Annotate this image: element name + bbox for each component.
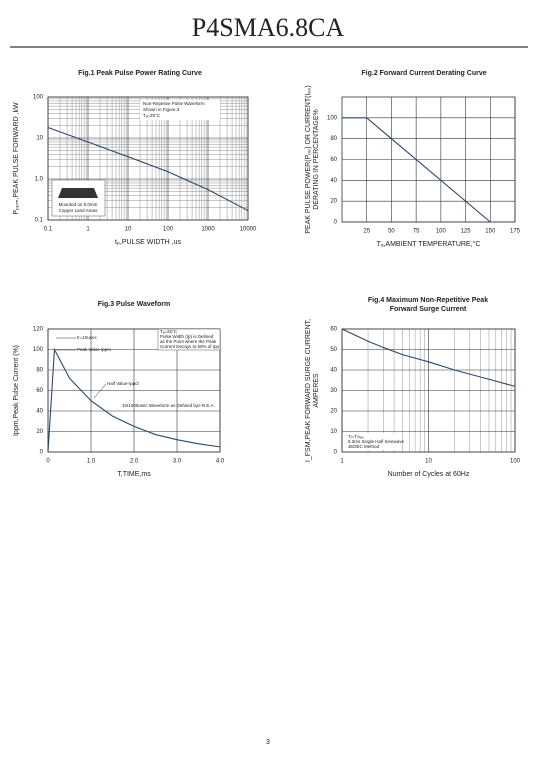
annotation: Tₐ=25°C xyxy=(160,329,178,334)
note-box xyxy=(140,100,220,120)
y-tick-label: 0 xyxy=(334,450,338,456)
x-tick-label: 1.0 xyxy=(87,459,96,465)
y-tick-label: 120 xyxy=(33,327,44,333)
x-axis-label: Tₐ,AMBIENT TEMPERATURE,°C xyxy=(377,240,481,248)
pad-icon xyxy=(58,188,98,198)
x-axis-label: T,TIME,ms xyxy=(117,471,151,478)
annotation: Tₐ=25°C xyxy=(143,113,161,118)
y-axis-label: AMPERES xyxy=(313,373,320,408)
y-tick-label: 80 xyxy=(330,136,337,142)
y-tick-label: 0.1 xyxy=(35,218,44,224)
chart-title: Forward Surge Current xyxy=(390,306,467,313)
curve xyxy=(47,347,221,453)
annotation: Pulse Width (tp) is Defined xyxy=(160,334,214,339)
chart-title: Fig.1 Peak Pulse Power Rating Curve xyxy=(78,70,202,77)
annotation: as the Point where the Peak xyxy=(160,339,217,344)
y-tick-label: 40 xyxy=(330,178,337,184)
y-tick-label: 10 xyxy=(330,429,337,435)
y-tick-label: 40 xyxy=(330,368,337,374)
annotation: 8.3ms Single Half Sinewave xyxy=(348,439,405,444)
annotation: Peak Value Ippm xyxy=(77,347,111,352)
x-tick-label: 150 xyxy=(485,229,496,235)
x-tick-label: 125 xyxy=(461,229,472,235)
x-tick-label: 100 xyxy=(510,459,521,465)
page-title: P4SMA6.8CA xyxy=(192,13,345,42)
y-tick-label: 100 xyxy=(33,95,44,101)
annotation: Mounted on 5.0mm xyxy=(59,202,98,207)
chart-title: Fig.3 Pulse Waveform xyxy=(98,301,170,308)
y-tick-label: 60 xyxy=(330,157,337,163)
x-tick-label: 100 xyxy=(436,229,447,235)
y-axis-label: I_FSM,PEAK FORWARD SURGE CURRENT, xyxy=(305,319,312,462)
x-axis-label: tₚ,PULSE WIDTH ,us xyxy=(115,239,182,246)
annotation: Tⱼ=Tⱼₘₐₓ xyxy=(348,434,364,439)
annotation: JEDEC Method xyxy=(348,444,380,449)
y-tick-label: 0 xyxy=(334,220,338,226)
x-tick-label: 1 xyxy=(340,459,344,465)
x-tick-label: 10 xyxy=(425,459,432,465)
x-tick-label: 100 xyxy=(163,227,174,233)
pointer xyxy=(93,383,107,399)
y-tick-label: 60 xyxy=(330,327,337,333)
y-axis-label: Pₚₚₘ,PEAK PULSE FORWARD ,kW xyxy=(13,102,20,215)
y-tick-label: 10 xyxy=(36,136,43,142)
x-tick-label: 25 xyxy=(363,229,370,235)
page-number: 3 xyxy=(266,739,270,746)
x-tick-label: 0.1 xyxy=(44,227,53,233)
y-tick-label: 20 xyxy=(36,429,43,435)
x-axis-label: Number of Cycles at 60Hz xyxy=(388,471,470,478)
annotation: tr=10usec xyxy=(77,335,98,340)
annotation: Non-Repetive Pulse Waveform xyxy=(143,101,205,106)
y-tick-label: 1.0 xyxy=(35,177,44,183)
y-tick-label: 100 xyxy=(33,347,44,353)
y-tick-label: 20 xyxy=(330,199,337,205)
chart-title: Fig.2 Forward Current Derating Curve xyxy=(361,70,486,77)
y-tick-label: 20 xyxy=(330,409,337,415)
y-tick-label: 50 xyxy=(330,347,337,353)
annotation: 10/1000usec Waveform as Defined bye R.E.… xyxy=(122,403,215,408)
y-tick-label: 100 xyxy=(327,115,338,121)
y-tick-label: 30 xyxy=(330,388,337,394)
x-tick-label: 0 xyxy=(46,459,50,465)
note-box xyxy=(157,328,221,351)
x-tick-label: 175 xyxy=(510,229,521,235)
chart-title: Fig.4 Maximum Non-Repetitive Peak xyxy=(368,297,488,304)
y-tick-label: 80 xyxy=(36,368,43,374)
x-tick-label: 75 xyxy=(413,229,420,235)
annotation: Copper Land Areas xyxy=(59,208,99,213)
y-tick-label: 0 xyxy=(40,450,44,456)
x-tick-label: 4.0 xyxy=(216,459,225,465)
y-axis-label: DERATING IN PERCENTAGE% xyxy=(313,109,320,209)
y-axis-label: PEAK PULSE POWER(Pₚₚ) OR CURRENT(Iₚₚ) xyxy=(305,85,312,234)
note-box xyxy=(346,433,396,450)
y-axis-label: Ippm,Peak Pulse Current (%) xyxy=(13,345,20,436)
x-tick-label: 10 xyxy=(125,227,132,233)
annotation: Current Decays to 50% of Ipp xyxy=(160,344,220,349)
annotation: Shown in Figure.3 xyxy=(143,107,180,112)
x-tick-label: 2.0 xyxy=(130,459,139,465)
x-tick-label: 50 xyxy=(388,229,395,235)
annotation: Half Value-Ipp/2 xyxy=(107,381,139,386)
x-tick-label: 10000 xyxy=(240,227,257,233)
curve xyxy=(47,127,249,212)
y-tick-label: 60 xyxy=(36,388,43,394)
curve xyxy=(341,328,516,387)
x-tick-label: 1000 xyxy=(201,227,215,233)
x-tick-label: 3.0 xyxy=(173,459,182,465)
curve xyxy=(342,117,491,223)
y-tick-label: 40 xyxy=(36,409,43,415)
x-tick-label: 1 xyxy=(86,227,90,233)
